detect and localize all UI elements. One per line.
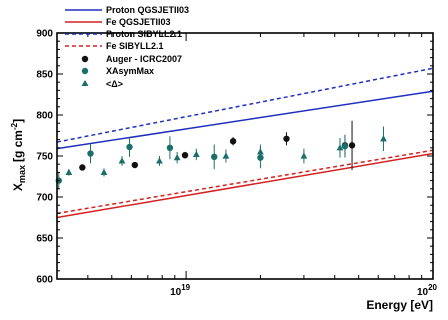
data-point-1-2 [126, 143, 133, 151]
x-axis-title: Energy [eV] [366, 298, 433, 312]
data-point-2-9 [336, 144, 344, 151]
data-point-2-7 [257, 148, 264, 155]
model-line-3 [56, 149, 434, 215]
data-point-2-10 [380, 135, 387, 142]
y-axis-title: Xmax [g cm-2] [10, 119, 27, 191]
legend-marker-xasymmax [81, 67, 89, 75]
y-tick-label-900: 900 [36, 29, 53, 40]
legend: Proton QGSJETII03 Fe QGSJETII03 Proton S… [65, 5, 189, 89]
data-point-2-5 [192, 150, 200, 157]
y-tick-label-600: 600 [36, 275, 53, 286]
y-tick-label-700: 700 [36, 193, 53, 204]
x-tick-label-exp-0: 19 [181, 283, 190, 292]
y-axis-title-sub: max [17, 165, 27, 183]
data-point-1-1 [87, 150, 94, 157]
legend-label-auger: Auger - ICRC2007 [106, 54, 182, 64]
data-point-2-6 [222, 152, 230, 159]
y-axis-title-exp: -2 [10, 122, 19, 130]
legend-marker-auger [81, 55, 89, 63]
model-line-2 [56, 67, 434, 143]
legend-marker-delta [81, 80, 89, 86]
y-tick-label-850: 850 [36, 70, 53, 81]
data-point-1-4 [211, 153, 218, 161]
data-point-2-1 [100, 168, 108, 175]
y-axis-title-main: X [11, 183, 25, 191]
data-point-2-4 [173, 154, 181, 161]
data-point-1-6 [341, 142, 349, 150]
data-point-2-8 [300, 152, 308, 159]
data-point-1-3 [166, 144, 174, 151]
legend-label-proton-qgsjet: Proton QGSJETII03 [106, 5, 189, 15]
data-point-0-2 [181, 151, 189, 159]
x-tick-label-exp-1: 20 [428, 283, 437, 292]
legend-label-xasymmax: XAsymMax [106, 66, 154, 76]
legend-label-fe-qgsjet: Fe QGSJETII03 [106, 17, 171, 27]
y-tick-label-650: 650 [36, 234, 53, 245]
legend-label-proton-sibyll: Proton SIBYLL2.1 [106, 29, 182, 39]
data-point-0-0 [79, 164, 86, 171]
x-tick-label-base-1: 10 [417, 287, 429, 298]
y-tick-label-800: 800 [36, 111, 53, 122]
model-line-0 [56, 90, 434, 150]
x-tick-label-1: 1020 [417, 283, 438, 298]
data-point-0-3 [229, 138, 237, 145]
legend-label-fe-sibyll: Fe SIBYLL2.1 [106, 41, 164, 51]
y-axis-title-unit: [g cm [11, 130, 25, 162]
data-point-0-6 [348, 142, 356, 149]
data-point-0-4 [283, 135, 290, 142]
data-point-2-2 [118, 157, 126, 164]
x-tick-label-0: 1019 [170, 283, 191, 298]
legend-label-delta: <Δ> [106, 79, 123, 89]
x-tick-label-base-0: 10 [170, 287, 182, 298]
data-point-0-1 [131, 161, 139, 169]
data-point-2-3 [156, 157, 163, 164]
model-line-1 [56, 152, 434, 219]
y-tick-label-750: 750 [36, 152, 53, 163]
y-axis-title-close: ] [11, 119, 25, 123]
data-point-2-0 [65, 168, 73, 175]
